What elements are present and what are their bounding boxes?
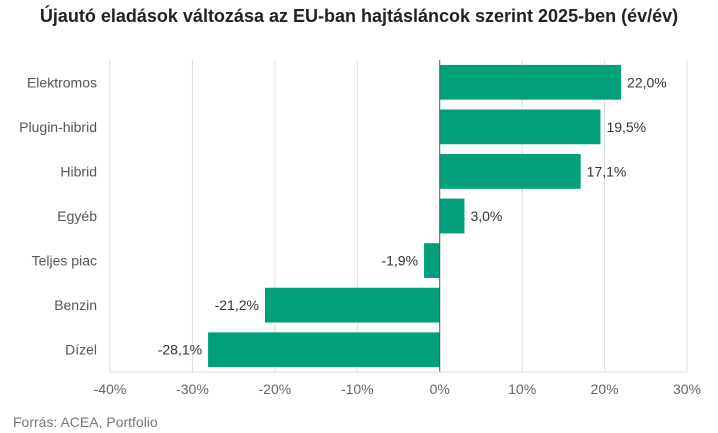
source-note: Forrás: ACEA, Portfolio: [13, 414, 158, 430]
data-label: 3,0%: [470, 208, 502, 224]
data-label: -1,9%: [381, 253, 418, 269]
data-label: -21,2%: [215, 297, 259, 313]
category-label: Hibrid: [60, 163, 97, 179]
x-tick-label: 30%: [673, 381, 701, 397]
data-label: 19,5%: [606, 119, 646, 135]
category-label: Dízel: [65, 342, 97, 358]
x-tick-label: -10%: [341, 381, 374, 397]
bar: [439, 109, 601, 145]
x-tick-label: 0%: [430, 381, 450, 397]
x-tick-label: -20%: [259, 381, 292, 397]
category-label: Elektromos: [27, 74, 97, 90]
data-label: -28,1%: [158, 342, 202, 358]
chart-title: Újautó eladások változása az EU-ban hajt…: [39, 6, 679, 26]
x-tick-label: 10%: [508, 381, 536, 397]
category-label: Egyéb: [57, 208, 97, 224]
data-label: 17,1%: [587, 163, 627, 179]
bar: [264, 287, 440, 323]
bar: [439, 154, 581, 189]
data-label: 22,0%: [627, 74, 667, 90]
bar: [439, 198, 465, 234]
category-label: Teljes piac: [32, 253, 97, 269]
x-tick-label: -30%: [176, 381, 209, 397]
x-tick-label: 20%: [591, 381, 619, 397]
bar: [424, 243, 440, 278]
bar: [439, 64, 622, 100]
bar: [208, 332, 440, 368]
x-tick-label: -40%: [94, 381, 127, 397]
category-label: Benzin: [54, 297, 97, 313]
category-label: Plugin-hibrid: [19, 119, 97, 135]
